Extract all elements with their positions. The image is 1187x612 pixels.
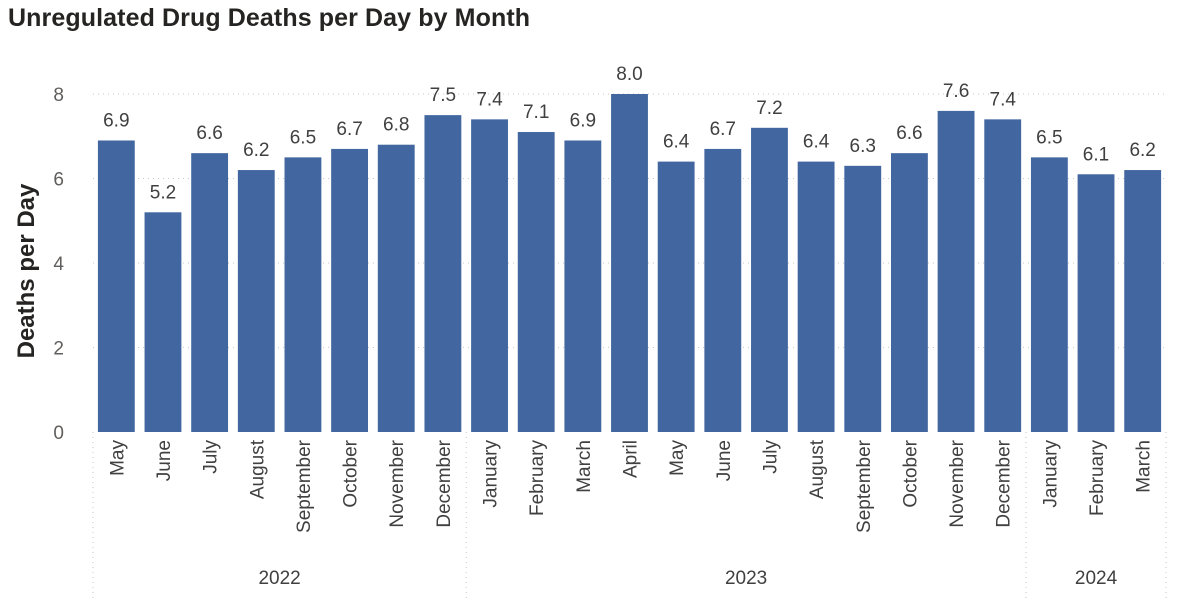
bar[interactable] [1030, 157, 1068, 432]
x-tick-label: August [247, 439, 268, 499]
data-label: 7.1 [523, 102, 549, 123]
data-label: 6.9 [570, 110, 596, 131]
x-tick-label: October [341, 439, 362, 507]
bar[interactable] [657, 161, 695, 432]
data-label: 6.3 [850, 136, 876, 157]
x-tick-label: March [574, 440, 595, 493]
bar[interactable] [424, 115, 462, 432]
data-label: 6.5 [290, 127, 316, 148]
bar[interactable] [890, 153, 928, 432]
x-tick-label: December [434, 439, 455, 527]
bar[interactable] [844, 165, 882, 432]
x-tick-label: March [1134, 440, 1155, 493]
data-label: 7.4 [476, 89, 503, 110]
year-label: 2024 [1075, 568, 1118, 589]
y-tick-label: 6 [53, 170, 64, 191]
x-tick-label: July [201, 440, 222, 474]
data-label: 6.7 [710, 119, 736, 140]
data-label: 7.5 [430, 85, 456, 106]
data-label: 6.6 [196, 123, 222, 144]
bar[interactable] [144, 212, 182, 432]
x-tick-label: October [900, 439, 921, 507]
bar[interactable] [331, 148, 369, 433]
data-label: 6.8 [383, 115, 409, 136]
data-label: 6.1 [1083, 144, 1109, 165]
data-label: 6.9 [103, 110, 129, 131]
bar[interactable] [191, 153, 229, 432]
y-tick-label: 0 [53, 423, 64, 444]
bar[interactable] [984, 119, 1022, 432]
data-label: 6.2 [243, 140, 269, 161]
data-label: 7.4 [990, 89, 1017, 110]
data-label: 6.4 [803, 132, 830, 153]
bar[interactable] [284, 157, 322, 432]
x-tick-label: January [1040, 440, 1061, 508]
x-tick-label: August [807, 439, 828, 499]
x-tick-label: May [107, 440, 128, 476]
data-label: 7.2 [756, 98, 782, 119]
data-label: 6.2 [1129, 140, 1155, 161]
chart-title: Unregulated Drug Deaths per Day by Month [8, 4, 531, 32]
bar[interactable] [1124, 170, 1162, 433]
bar[interactable] [797, 161, 835, 432]
x-tick-label: December [994, 439, 1015, 527]
bar[interactable] [237, 170, 275, 433]
data-label: 5.2 [150, 182, 176, 203]
data-label: 6.7 [336, 119, 362, 140]
x-tick-label: February [1087, 440, 1108, 517]
x-tick-label: September [854, 439, 875, 533]
year-label: 2022 [258, 568, 300, 589]
data-label: 6.5 [1036, 127, 1062, 148]
bar[interactable] [704, 148, 742, 433]
data-label: 8.0 [616, 64, 642, 85]
y-tick-label: 2 [53, 339, 64, 360]
bar[interactable] [471, 119, 508, 432]
data-label: 7.6 [943, 81, 969, 102]
x-tick-label: September [294, 439, 315, 533]
x-tick-label: June [714, 440, 735, 481]
bar[interactable] [751, 127, 788, 433]
x-tick-label: February [527, 440, 548, 517]
bar[interactable] [564, 140, 602, 432]
y-tick-label: 8 [53, 85, 64, 106]
data-label: 6.4 [663, 132, 690, 153]
x-tick-label: June [154, 440, 175, 481]
x-tick-label: November [947, 439, 968, 527]
x-tick-label: November [387, 439, 408, 527]
bar[interactable] [517, 132, 555, 432]
x-tick-label: April [621, 440, 642, 478]
x-tick-label: July [760, 440, 781, 474]
data-label: 6.6 [896, 123, 922, 144]
x-tick-label: May [667, 440, 688, 476]
x-tick-label: January [481, 440, 502, 508]
bar[interactable] [377, 144, 415, 432]
bar[interactable] [97, 140, 135, 432]
year-label: 2023 [725, 568, 767, 589]
bar[interactable] [937, 110, 975, 433]
y-tick-label: 4 [53, 254, 64, 275]
bar[interactable] [611, 94, 648, 432]
y-axis-label: Deaths per Day [13, 183, 40, 358]
bar[interactable] [1077, 174, 1115, 432]
